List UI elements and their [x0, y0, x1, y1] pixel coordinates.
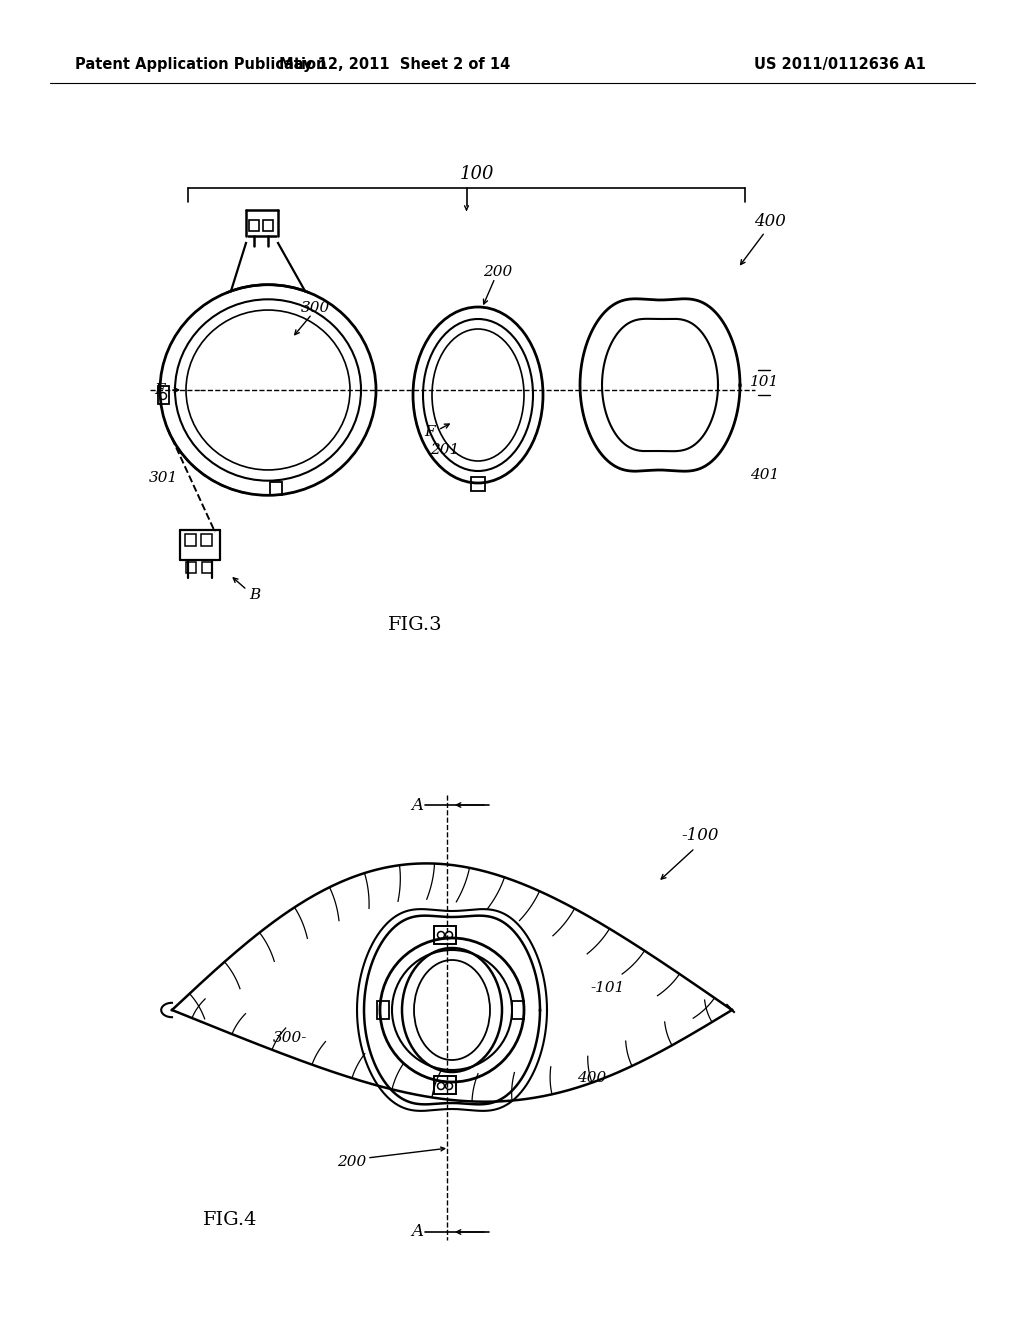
Text: Patent Application Publication: Patent Application Publication: [75, 58, 327, 73]
Text: 401: 401: [751, 469, 779, 482]
Text: -101: -101: [591, 981, 626, 995]
Text: 100: 100: [459, 165, 494, 183]
Bar: [249, 220, 259, 231]
Text: 400: 400: [578, 1071, 606, 1085]
Bar: [512, 1001, 524, 1019]
Bar: [202, 562, 212, 573]
Text: 200: 200: [483, 265, 513, 279]
Text: F: F: [425, 425, 435, 440]
Text: FIG.4: FIG.4: [203, 1210, 257, 1229]
Bar: [185, 535, 196, 546]
Bar: [201, 535, 212, 546]
Text: 201: 201: [430, 444, 460, 457]
Bar: [434, 927, 456, 944]
Bar: [377, 1001, 389, 1019]
Text: FIG.3: FIG.3: [388, 616, 442, 634]
Bar: [434, 1076, 456, 1094]
Text: 200: 200: [337, 1155, 367, 1170]
Text: F: F: [155, 383, 165, 397]
Bar: [263, 220, 273, 231]
Bar: [158, 385, 169, 404]
Text: -100: -100: [681, 826, 719, 843]
Text: 400: 400: [754, 214, 786, 231]
Bar: [186, 562, 196, 573]
Text: 300-: 300-: [272, 1031, 307, 1045]
Text: A: A: [411, 796, 423, 813]
Text: 101: 101: [751, 375, 779, 389]
Bar: [471, 477, 485, 491]
Text: US 2011/0112636 A1: US 2011/0112636 A1: [754, 58, 926, 73]
Text: A: A: [411, 1224, 423, 1241]
Text: May 12, 2011  Sheet 2 of 14: May 12, 2011 Sheet 2 of 14: [280, 58, 511, 73]
Text: 300: 300: [300, 301, 330, 315]
Text: B: B: [250, 587, 261, 602]
Bar: [270, 482, 282, 495]
Text: 301: 301: [148, 471, 177, 484]
